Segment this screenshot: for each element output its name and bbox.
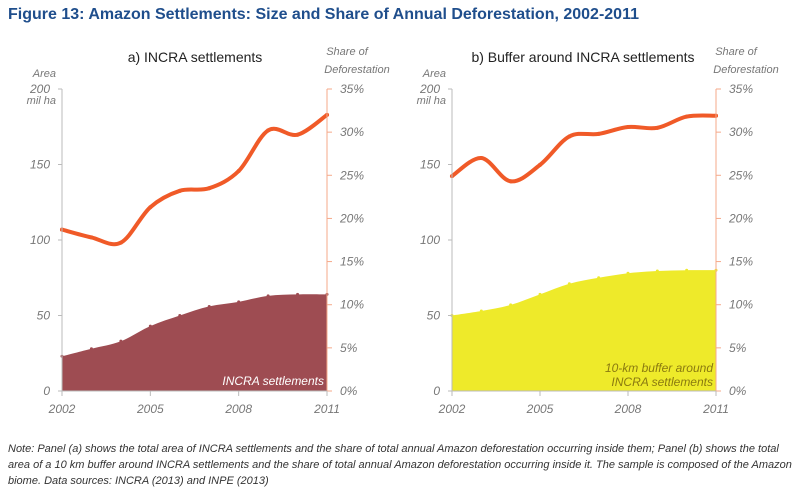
area-point-2009 bbox=[266, 294, 270, 298]
panel-title: b) Buffer around INCRA settlements bbox=[471, 49, 694, 65]
area-label-line1: 10-km buffer around bbox=[605, 361, 713, 375]
left-tick-label: 100 bbox=[420, 233, 440, 247]
right-tick-label: 0% bbox=[729, 384, 747, 398]
left-axis-label: Area bbox=[422, 68, 446, 80]
right-axis-label-line1: Share of bbox=[715, 46, 758, 58]
left-tick-label: 50 bbox=[37, 309, 51, 323]
left-tick-label: 200 bbox=[29, 82, 50, 96]
area-point-2005 bbox=[148, 324, 152, 328]
share-point-2006 bbox=[567, 134, 572, 139]
share-point-2005 bbox=[538, 162, 542, 167]
right-tick-label: 10% bbox=[340, 298, 364, 312]
share-point-2009 bbox=[655, 125, 660, 130]
share-point-2006 bbox=[177, 188, 182, 193]
area-point-2006 bbox=[178, 314, 182, 317]
area-point-2004 bbox=[509, 303, 513, 307]
right-tick-label: 5% bbox=[340, 341, 358, 355]
share-point-2008 bbox=[626, 124, 630, 129]
area-point-2009 bbox=[655, 269, 659, 273]
panel-title: a) INCRA settlements bbox=[128, 49, 263, 65]
area-label-line2: INCRA settlements bbox=[611, 375, 713, 389]
share-point-2004 bbox=[118, 240, 123, 245]
share-point-2008 bbox=[236, 168, 241, 173]
right-tick-label: 0% bbox=[340, 384, 358, 398]
area-label: INCRA settlements bbox=[222, 374, 324, 388]
area-point-2010 bbox=[685, 268, 689, 272]
area-point-2005 bbox=[538, 292, 542, 296]
right-axis-label-line2: Deforestation bbox=[713, 64, 778, 76]
right-tick-label: 15% bbox=[729, 255, 753, 269]
right-tick-label: 25% bbox=[339, 168, 364, 182]
left-tick-label: 150 bbox=[30, 158, 50, 172]
chart-panel-a: a) INCRA settlements Area mil ha Share of De… bbox=[27, 46, 390, 416]
share-point-2007 bbox=[207, 186, 212, 191]
right-tick-label: 20% bbox=[728, 211, 753, 225]
right-tick-label: 5% bbox=[729, 341, 747, 355]
figure-note: Note: Panel (a) shows the total area of … bbox=[8, 443, 792, 487]
right-tick-label: 30% bbox=[729, 125, 753, 139]
x-tick-label: 2005 bbox=[136, 402, 164, 416]
share-point-2010 bbox=[684, 114, 689, 119]
x-tick-label: 2002 bbox=[48, 402, 76, 416]
share-point-2010 bbox=[295, 132, 300, 137]
area-series bbox=[62, 294, 327, 391]
area-point-2007 bbox=[207, 304, 211, 308]
share-point-2004 bbox=[508, 179, 513, 184]
x-tick-label: 2008 bbox=[224, 402, 252, 416]
x-tick-label: 2005 bbox=[526, 402, 554, 416]
area-point-2003 bbox=[479, 309, 483, 313]
figure-charts: a) INCRA settlements Area mil ha Share of De… bbox=[27, 46, 779, 416]
x-tick-label: 2011 bbox=[313, 402, 340, 416]
area-point-2003 bbox=[89, 347, 93, 351]
x-tick-label: 2011 bbox=[702, 402, 729, 416]
left-tick-label: 200 bbox=[419, 82, 440, 96]
area-point-2006 bbox=[567, 282, 571, 286]
share-point-2007 bbox=[596, 131, 601, 136]
right-tick-label: 15% bbox=[340, 255, 364, 269]
figure-title: Figure 13: Amazon Settlements: Size and … bbox=[8, 6, 639, 23]
left-tick-label: 100 bbox=[30, 233, 50, 247]
left-axis-unit: mil ha bbox=[27, 95, 56, 107]
area-point-2007 bbox=[597, 276, 601, 280]
right-tick-label: 35% bbox=[340, 82, 364, 96]
right-tick-label: 35% bbox=[729, 82, 753, 96]
area-point-2008 bbox=[237, 300, 241, 304]
area-point-2010 bbox=[296, 292, 300, 296]
right-axis-label-line2: Deforestation bbox=[324, 64, 389, 76]
left-tick-label: 0 bbox=[433, 384, 440, 398]
share-point-2003 bbox=[89, 235, 94, 240]
left-tick-label: 50 bbox=[427, 309, 441, 323]
right-tick-label: 30% bbox=[340, 125, 364, 139]
area-point-2004 bbox=[119, 339, 123, 343]
area-series bbox=[452, 270, 716, 391]
right-axis-label-line1: Share of bbox=[326, 46, 369, 58]
share-line-series bbox=[60, 112, 329, 247]
chart-panel-b: b) Buffer around INCRA settlements Area mi… bbox=[417, 46, 779, 416]
share-line-series bbox=[450, 113, 718, 184]
left-axis-label: Area bbox=[32, 68, 56, 80]
share-point-2005 bbox=[148, 205, 153, 210]
left-tick-label: 150 bbox=[420, 158, 440, 172]
right-tick-label: 20% bbox=[339, 211, 364, 225]
area-point-2008 bbox=[626, 271, 630, 275]
x-tick-label: 2002 bbox=[438, 402, 466, 416]
x-tick-label: 2008 bbox=[614, 402, 642, 416]
right-tick-label: 25% bbox=[728, 168, 753, 182]
right-tick-label: 10% bbox=[729, 298, 753, 312]
share-point-2009 bbox=[266, 128, 271, 133]
left-tick-label: 0 bbox=[43, 384, 50, 398]
left-axis-unit: mil ha bbox=[417, 95, 446, 107]
share-point-2003 bbox=[479, 156, 484, 161]
